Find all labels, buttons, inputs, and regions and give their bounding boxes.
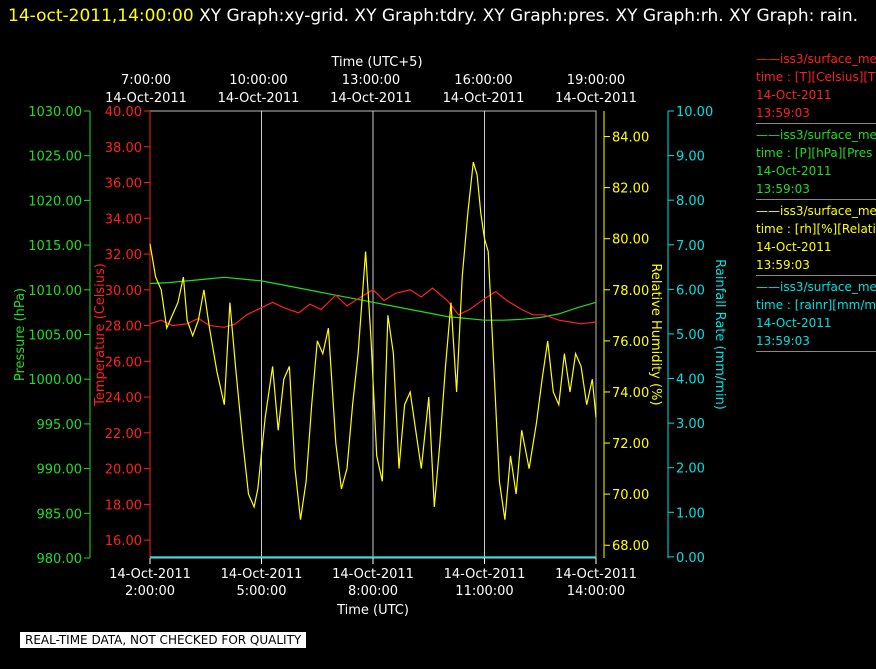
top-tick-date: 14-Oct-2011 — [218, 91, 300, 106]
top-tick-time: 16:00:00 — [454, 73, 512, 88]
temperature-tick-label: 28.00 — [105, 320, 142, 335]
humidity-tick-label: 70.00 — [612, 488, 649, 503]
legend-entry-line: ——iss3/surface_me — [756, 52, 876, 66]
x-tick-date: 14-Oct-2011 — [444, 567, 526, 582]
temperature-tick-label: 34.00 — [105, 212, 142, 227]
temperature-tick-label: 22.00 — [105, 427, 142, 442]
x-tick-time: 14:00:00 — [567, 584, 625, 599]
temperature-tick-label: 30.00 — [105, 284, 142, 299]
humidity-axis-label: Relative Humidity (%) — [648, 263, 663, 405]
humidity-tick-label: 72.00 — [612, 437, 649, 452]
temperature-tick-label: 24.00 — [105, 391, 142, 406]
rain-tick-label: 2.00 — [676, 462, 705, 477]
pressure-tick-label: 1010.00 — [28, 284, 82, 299]
humidity-series-line — [149, 161, 597, 520]
rain-tick-label: 8.00 — [676, 194, 705, 209]
legend-entry-line: ——iss3/surface_me — [756, 280, 876, 294]
pressure-tick-label: 1005.00 — [28, 329, 82, 344]
x-tick-time: 2:00:00 — [125, 584, 175, 599]
temperature-tick-label: 16.00 — [105, 534, 142, 549]
legend-entry-line: 13:59:03 — [756, 258, 810, 272]
humidity-tick-label: 76.00 — [612, 335, 649, 350]
rain-tick-label: 1.00 — [676, 506, 705, 521]
x-tick-time: 11:00:00 — [455, 584, 513, 599]
x-tick-time: 8:00:00 — [348, 584, 398, 599]
legend-entry-line: time : [P][hPa][Pres — [756, 146, 873, 160]
x-tick-date: 14-Oct-2011 — [221, 567, 303, 582]
humidity-tick-label: 78.00 — [612, 284, 649, 299]
pressure-tick-label: 1000.00 — [28, 373, 82, 388]
pressure-tick-label: 990.00 — [37, 463, 83, 478]
x-tick-time: 5:00:00 — [236, 584, 286, 599]
pressure-tick-label: 980.00 — [37, 552, 83, 567]
x-tick-date: 14-Oct-2011 — [109, 567, 191, 582]
pressure-tick-label: 1025.00 — [28, 150, 82, 165]
rain-tick-label: 4.00 — [676, 373, 705, 388]
rain-axis-label: Rainfall Rate (mm/min) — [712, 259, 727, 410]
humidity-tick-label: 68.00 — [612, 539, 649, 554]
pressure-tick-label: 985.00 — [37, 507, 83, 522]
pressure-series-line — [149, 276, 597, 321]
rain-tick-label: 7.00 — [676, 239, 705, 254]
top-tick-date: 14-Oct-2011 — [555, 91, 637, 106]
humidity-tick-label: 74.00 — [612, 386, 649, 401]
rain-tick-label: 0.00 — [676, 551, 705, 566]
pressure-tick-label: 1015.00 — [28, 239, 82, 254]
legend-entry-line: 13:59:03 — [756, 106, 810, 120]
legend-entry-line: ——iss3/surface_me — [756, 204, 876, 218]
x-axis-label-utc: Time (UTC) — [336, 603, 409, 618]
top-tick-time: 13:00:00 — [342, 73, 400, 88]
top-tick-time: 19:00:00 — [567, 73, 625, 88]
rain-tick-label: 3.00 — [676, 417, 705, 432]
graph-title: 14-oct-2011,14:00:00 XY Graph:xy-grid. X… — [8, 2, 868, 30]
temperature-tick-label: 40.00 — [105, 105, 142, 120]
pressure-tick-label: 995.00 — [37, 418, 83, 433]
legend-entry-line: 14-Oct-2011 — [756, 88, 832, 102]
legend-entry-line: 14-Oct-2011 — [756, 240, 832, 254]
rain-tick-label: 10.00 — [676, 105, 713, 120]
pressure-tick-label: 1030.00 — [28, 105, 82, 120]
legend-entry-line: 13:59:03 — [756, 182, 810, 196]
legend-entry-line: 14-Oct-2011 — [756, 164, 832, 178]
humidity-tick-label: 80.00 — [612, 233, 649, 248]
legend-entry-line: 13:59:03 — [756, 334, 810, 348]
top-tick-date: 14-Oct-2011 — [105, 91, 187, 106]
quality-notice: REAL-TIME DATA, NOT CHECKED FOR QUALITY — [20, 632, 307, 648]
pressure-axis-label: Pressure (hPa) — [13, 288, 28, 381]
legend-entry-line: time : [rh][%][Relati — [756, 222, 876, 236]
x-tick-date: 14-Oct-2011 — [332, 567, 414, 582]
temperature-series-line — [149, 287, 597, 328]
temperature-tick-label: 26.00 — [105, 355, 142, 370]
top-tick-date: 14-Oct-2011 — [443, 91, 525, 106]
title-timestamp: 14-oct-2011,14:00:00 — [8, 6, 194, 26]
temperature-tick-label: 38.00 — [105, 141, 142, 156]
legend-entry-line: 14-Oct-2011 — [756, 316, 832, 330]
temperature-axis-label: Temperature (Celsius) — [93, 263, 108, 407]
legend-entry-line: time : [rainr][mm/mi — [756, 298, 876, 312]
top-tick-time: 10:00:00 — [229, 73, 287, 88]
temperature-tick-label: 32.00 — [105, 248, 142, 263]
top-tick-date: 14-Oct-2011 — [330, 91, 412, 106]
rain-tick-label: 6.00 — [676, 283, 705, 298]
temperature-tick-label: 18.00 — [105, 498, 142, 513]
humidity-tick-label: 82.00 — [612, 182, 649, 197]
x-axis-label-local: Time (UTC+5) — [330, 55, 422, 70]
temperature-tick-label: 36.00 — [105, 177, 142, 192]
top-tick-time: 7:00:00 — [121, 73, 171, 88]
pressure-tick-label: 1020.00 — [28, 194, 82, 209]
rain-tick-label: 5.00 — [676, 328, 705, 343]
legend: ——iss3/surface_me time : [T][Celsius][T 14… — [756, 50, 876, 354]
title-text: XY Graph:xy-grid. XY Graph:tdry. XY Grap… — [199, 6, 859, 26]
temperature-tick-label: 20.00 — [105, 463, 142, 478]
rain-tick-label: 9.00 — [676, 150, 705, 165]
x-tick-date: 14-Oct-2011 — [555, 567, 637, 582]
legend-entry-line: ——iss3/surface_me — [756, 128, 876, 142]
legend-entry-line: time : [T][Celsius][T — [756, 70, 876, 84]
humidity-tick-label: 84.00 — [612, 131, 649, 146]
